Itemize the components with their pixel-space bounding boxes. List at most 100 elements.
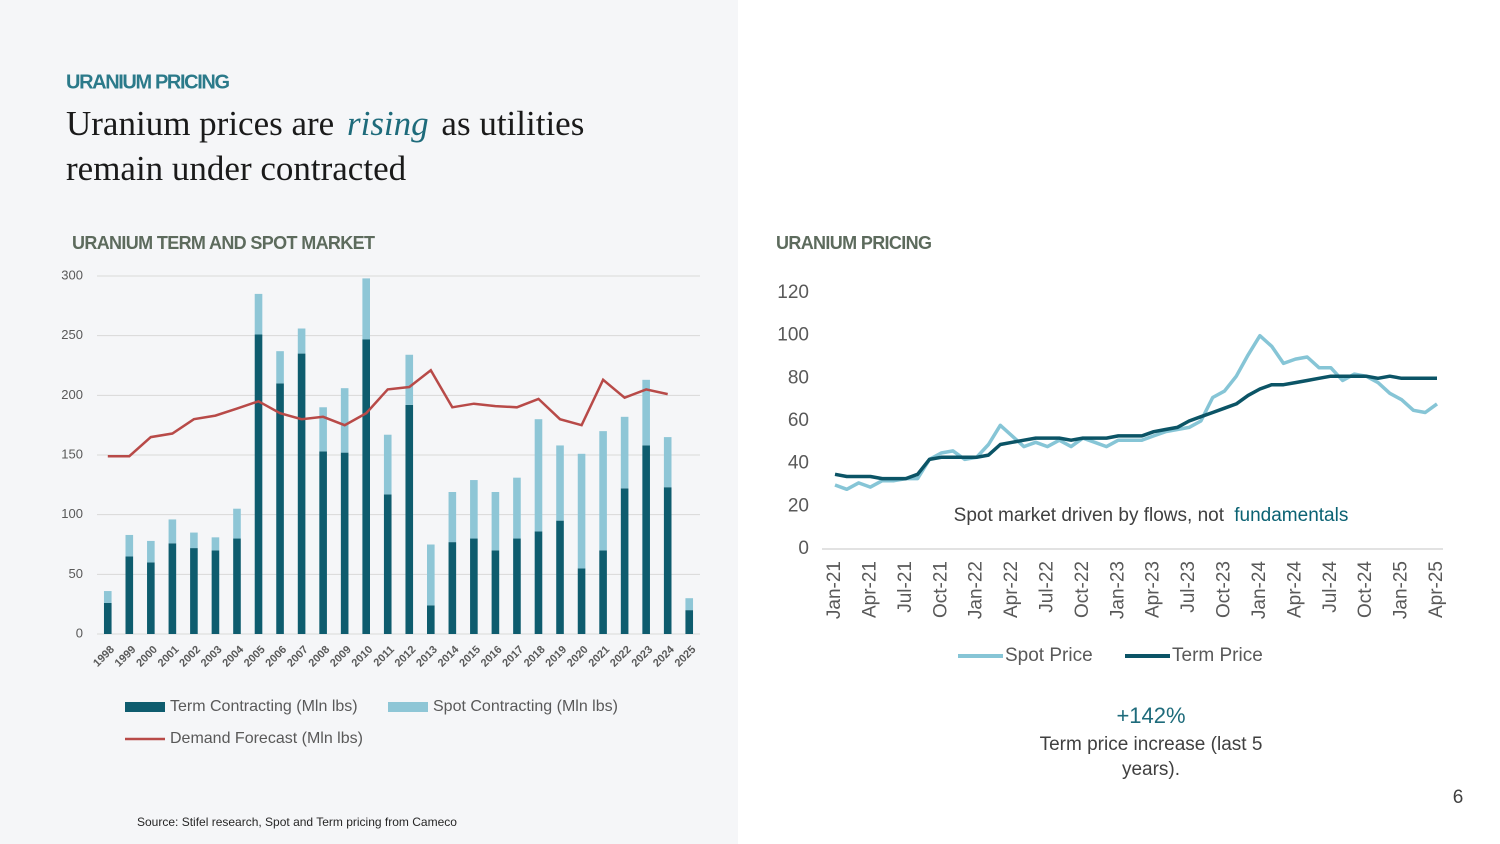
bar-segment (577, 568, 586, 634)
bar-segment (147, 540, 155, 563)
bar-segment (276, 351, 284, 384)
y-tick-label: 40 (788, 453, 809, 474)
bar-segment (513, 538, 521, 634)
callout-text: years). (1122, 759, 1180, 780)
bar-segment (577, 453, 586, 569)
x-tick-label: Oct-21 (930, 561, 951, 618)
bar-segment (319, 451, 327, 634)
bar-segment (448, 491, 457, 543)
bar-segment (427, 605, 435, 634)
bar-segment (383, 494, 392, 634)
y-tick-label: 0 (76, 625, 83, 640)
bar-segment (642, 445, 650, 634)
bar-segment (190, 532, 198, 549)
bar-segment (125, 534, 134, 557)
bar-segment (190, 548, 198, 634)
bar-segment (254, 293, 263, 335)
y-tick-label: 100 (777, 325, 809, 346)
bar-segment (642, 379, 650, 446)
y-tick-label: 20 (788, 495, 809, 516)
bar-segment (168, 519, 177, 544)
right-panel (738, 0, 1500, 844)
bar-segment (663, 487, 672, 634)
bar-segment (427, 544, 435, 606)
bar-segment (513, 477, 521, 539)
x-tick-label: Apr-21 (859, 561, 880, 618)
x-tick-label: Jul-23 (1178, 561, 1199, 613)
bar-segment (168, 543, 177, 634)
annotation-highlight: fundamentals (1234, 505, 1348, 526)
legend-swatch (125, 702, 165, 712)
y-tick-label: 120 (777, 282, 809, 303)
bar-segment (491, 550, 500, 634)
header: URANIUM PRICING (66, 71, 230, 93)
legend-label: Term Price (1172, 645, 1263, 666)
bar-segment (470, 480, 478, 539)
x-tick-label: Apr-25 (1426, 561, 1447, 618)
y-tick-label: 50 (69, 566, 83, 581)
bar-segment (599, 431, 607, 551)
y-tick-label: 80 (788, 367, 809, 388)
annotation-text: Spot market driven by flows, not (954, 505, 1225, 526)
bar-segment (340, 452, 349, 634)
bar-segment (103, 602, 112, 634)
x-tick-label: Apr-22 (1001, 561, 1022, 618)
x-tick-label: Jan-22 (966, 561, 987, 619)
bar-segment (599, 550, 607, 634)
bar-segment (405, 354, 414, 405)
bar-segment (276, 383, 284, 634)
x-tick-label: Oct-23 (1214, 561, 1235, 618)
title-part: as utilities (441, 104, 584, 143)
callout-value: +142% (1116, 703, 1185, 728)
bar-segment (383, 434, 392, 495)
annotation: Spot market driven by flows, not fundame… (954, 505, 1349, 526)
title-line: Uranium prices are rising as utilities (66, 104, 584, 143)
bar-segment (534, 419, 543, 532)
source: Source: Stifel research, Spot and Term p… (137, 815, 457, 829)
bar-segment (556, 445, 564, 521)
title-emphasis: rising (347, 104, 429, 143)
callout-text: Term price increase (last 5 (1040, 734, 1263, 755)
bar-segment (405, 404, 414, 634)
title-line: remain under contracted (66, 149, 407, 188)
price-line (834, 333, 1439, 492)
x-tick-label: Oct-24 (1355, 561, 1376, 618)
x-tick-label: Jul-21 (895, 561, 916, 613)
bar-segment (663, 437, 672, 488)
bar-segment (233, 538, 241, 634)
bar-segment (685, 610, 694, 634)
y-tick-label: 0 (798, 538, 809, 559)
x-tick-label: Jul-24 (1320, 561, 1341, 613)
legend-label: Demand Forecast (Mln lbs) (170, 730, 363, 747)
bar-segment (620, 416, 629, 489)
bar-segment (297, 328, 306, 354)
x-tick-label: Apr-24 (1284, 561, 1305, 618)
bar-segment (233, 508, 241, 539)
bar-segment (211, 537, 220, 551)
bar-segment (470, 538, 478, 634)
chart-title: URANIUM TERM AND SPOT MARKET (72, 233, 375, 253)
x-tick-label: Jan-25 (1391, 561, 1412, 619)
bar-segment (319, 407, 327, 452)
x-tick-label: Jul-22 (1036, 561, 1057, 613)
y-tick-label: 100 (61, 506, 83, 521)
bar-segment (125, 556, 134, 634)
legend-label: Spot Price (1005, 645, 1093, 666)
bar-segment (362, 278, 370, 340)
legend-swatch (388, 702, 428, 712)
x-tick-label: Jan-23 (1107, 561, 1128, 619)
bar-segment (556, 520, 564, 634)
price-line (834, 374, 1437, 481)
y-tick-label: 150 (61, 446, 83, 461)
x-tick-label: Oct-22 (1072, 561, 1093, 618)
bar-segment (491, 491, 500, 551)
x-tick-label: Jan-21 (824, 561, 845, 619)
bar-segment (211, 550, 220, 634)
chart-title: URANIUM PRICING (776, 233, 932, 253)
bar-segment (103, 591, 112, 603)
bar-segment (254, 334, 263, 634)
bar-segment (448, 542, 457, 634)
bar-segment (362, 339, 370, 634)
y-tick-label: 60 (788, 410, 809, 431)
